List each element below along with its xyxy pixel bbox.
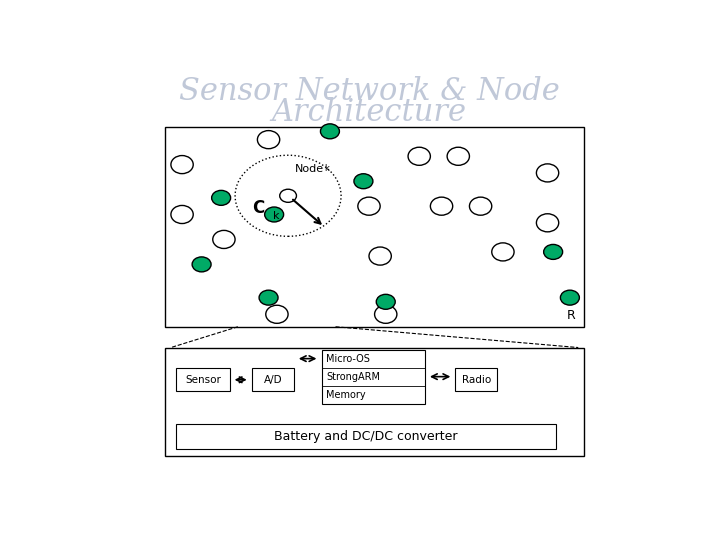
Ellipse shape — [408, 147, 431, 165]
Ellipse shape — [431, 197, 453, 215]
Text: Battery and DC/DC converter: Battery and DC/DC converter — [274, 430, 458, 443]
Ellipse shape — [212, 191, 230, 205]
Text: Architecture: Architecture — [271, 97, 467, 128]
Ellipse shape — [192, 257, 211, 272]
Bar — [322, 349, 425, 404]
Ellipse shape — [374, 305, 397, 323]
Text: Memory: Memory — [326, 390, 366, 400]
Text: k: k — [273, 211, 279, 221]
Ellipse shape — [377, 294, 395, 309]
Text: R: R — [567, 309, 575, 322]
Text: Radio: Radio — [462, 375, 491, 385]
Ellipse shape — [447, 147, 469, 165]
Ellipse shape — [280, 189, 297, 202]
Ellipse shape — [369, 247, 392, 265]
Ellipse shape — [358, 197, 380, 215]
Bar — [166, 348, 584, 456]
Bar — [252, 368, 294, 391]
Ellipse shape — [171, 156, 193, 174]
Ellipse shape — [469, 197, 492, 215]
Ellipse shape — [266, 305, 288, 323]
Bar — [456, 368, 498, 391]
Ellipse shape — [320, 124, 339, 139]
Text: A/D: A/D — [264, 375, 282, 385]
Text: Sensor Network & Node: Sensor Network & Node — [179, 76, 559, 107]
Text: k: k — [324, 164, 329, 173]
Ellipse shape — [560, 290, 580, 305]
Ellipse shape — [265, 207, 284, 222]
Ellipse shape — [354, 174, 373, 188]
Ellipse shape — [536, 214, 559, 232]
Text: StrongARM: StrongARM — [326, 372, 380, 382]
Ellipse shape — [536, 164, 559, 182]
Ellipse shape — [259, 290, 278, 305]
Text: Micro-OS: Micro-OS — [326, 354, 370, 363]
Text: Sensor: Sensor — [185, 375, 221, 385]
Bar — [176, 424, 556, 449]
Ellipse shape — [213, 231, 235, 248]
Ellipse shape — [492, 243, 514, 261]
Ellipse shape — [544, 245, 562, 259]
Text: C: C — [252, 199, 264, 217]
Ellipse shape — [258, 131, 280, 149]
Bar — [176, 368, 230, 391]
Ellipse shape — [171, 205, 193, 224]
Text: Node: Node — [294, 164, 324, 174]
Bar — [166, 127, 584, 327]
